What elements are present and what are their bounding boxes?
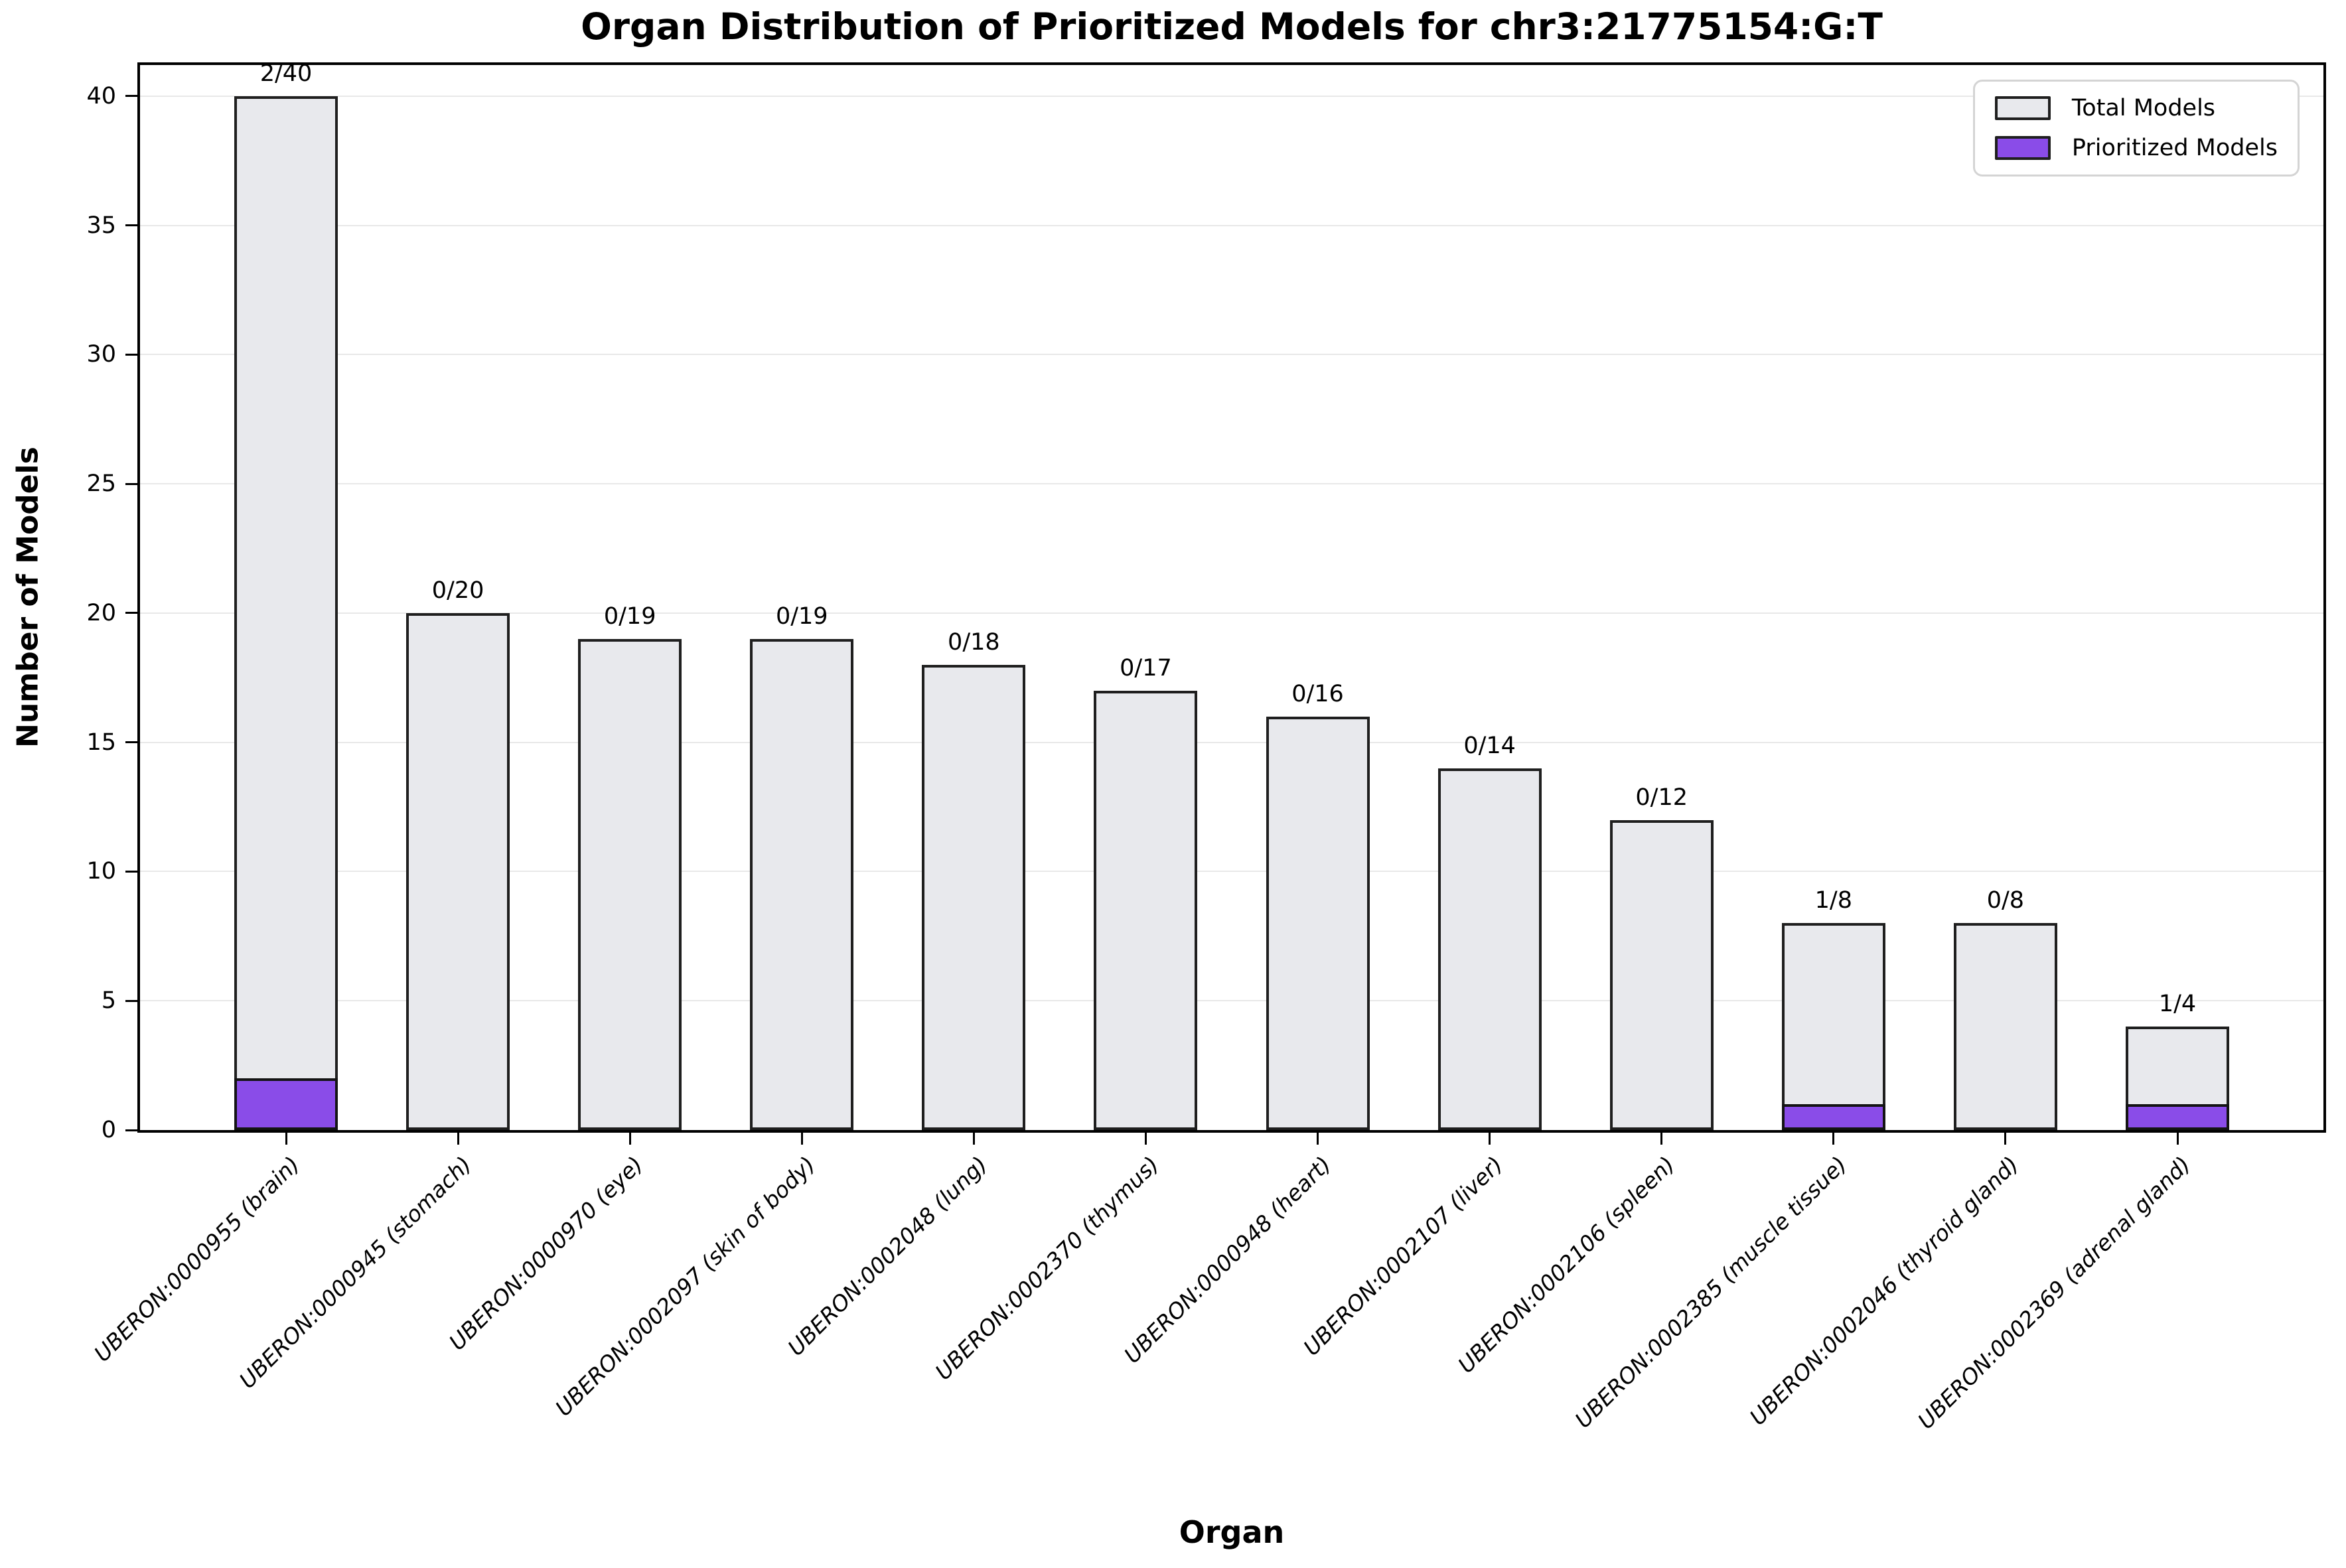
bar-value-label-9: 1/8: [1814, 887, 1852, 914]
bar-value-label-10: 0/8: [1986, 887, 2025, 914]
y-tick-label-30: 30: [86, 341, 116, 368]
y-tick-mark-25: [125, 482, 137, 485]
bar-total-3: [750, 638, 854, 1130]
bar-value-label-5: 0/17: [1120, 654, 1172, 681]
x-tick-mark-9: [1832, 1133, 1835, 1145]
grid-line-30: [140, 354, 2323, 356]
bar-total-8: [1609, 820, 1714, 1130]
bar-prioritized-11: [2126, 1104, 2229, 1130]
y-tick-mark-15: [125, 741, 137, 744]
bar-total-9: [1781, 923, 1885, 1130]
x-tick-label-0: UBERON:0000955 (brain): [88, 1151, 305, 1367]
bar-value-label-11: 1/4: [2158, 991, 2197, 1018]
plot-area: Total Models Prioritized Models 2/40 0/20…: [137, 60, 2326, 1133]
grid-line-40: [140, 95, 2323, 97]
x-tick-label-2: UBERON:0000970 (eye): [444, 1151, 648, 1356]
x-tick-mark-1: [457, 1133, 459, 1145]
bar-total-7: [1437, 768, 1542, 1130]
y-tick-label-35: 35: [86, 212, 116, 239]
bar-total-4: [922, 664, 1026, 1130]
x-tick-mark-7: [1489, 1133, 1491, 1145]
x-tick-mark-3: [800, 1133, 803, 1145]
x-tick-mark-6: [1317, 1133, 1319, 1145]
bar-value-label-2: 0/19: [603, 603, 656, 630]
y-axis-label: Number of Models: [11, 447, 45, 748]
x-tick-label-7: UBERON:0002107 (liver): [1298, 1151, 1508, 1361]
grid-line-5: [140, 1000, 2323, 1002]
bar-prioritized-9: [1781, 1104, 1885, 1130]
bar-value-label-3: 0/19: [775, 603, 828, 630]
y-tick-mark-30: [125, 353, 137, 356]
grid-line-35: [140, 224, 2323, 226]
bar-value-label-7: 0/14: [1463, 732, 1516, 759]
bar-total-0: [234, 96, 338, 1130]
x-tick-mark-8: [1660, 1133, 1663, 1145]
legend-label-prioritized: Prioritized Models: [2071, 135, 2278, 161]
x-tick-label-4: UBERON:0002048 (lung): [782, 1151, 992, 1361]
y-tick-label-15: 15: [86, 729, 116, 756]
bar-total-1: [406, 612, 510, 1130]
x-tick-mark-0: [285, 1133, 287, 1145]
grid-line-20: [140, 612, 2323, 614]
y-tick-mark-20: [125, 612, 137, 614]
x-tick-mark-11: [2176, 1133, 2179, 1145]
legend: Total Models Prioritized Models: [1972, 80, 2300, 177]
y-tick-mark-0: [125, 1129, 137, 1131]
bar-total-10: [1953, 923, 2057, 1130]
bar-value-label-1: 0/20: [431, 577, 484, 604]
prioritized-models-swatch: [1994, 136, 2051, 160]
y-tick-label-0: 0: [101, 1117, 116, 1143]
bar-total-6: [1266, 716, 1370, 1130]
y-tick-mark-10: [125, 870, 137, 873]
y-tick-label-5: 5: [101, 987, 116, 1015]
x-tick-label-6: UBERON:0000948 (heart): [1119, 1151, 1337, 1369]
y-tick-mark-35: [125, 224, 137, 227]
y-tick-mark-40: [125, 95, 137, 98]
x-tick-label-9: UBERON:0002385 (muscle tissue): [1570, 1151, 1852, 1433]
bar-value-label-6: 0/16: [1291, 680, 1344, 707]
x-tick-mark-4: [972, 1133, 975, 1145]
total-models-swatch: [1994, 96, 2051, 120]
x-tick-mark-10: [2004, 1133, 2007, 1145]
x-axis-label: Organ: [1179, 1514, 1285, 1550]
grid-line-15: [140, 741, 2323, 743]
legend-item-total: Total Models: [1994, 95, 2278, 121]
x-tick-mark-2: [628, 1133, 631, 1145]
x-tick-label-11: UBERON:0002369 (adrenal gland): [1913, 1151, 2196, 1435]
chart-title: Organ Distribution of Prioritized Models…: [581, 5, 1883, 48]
x-tick-mark-5: [1144, 1133, 1147, 1145]
bar-total-5: [1094, 690, 1198, 1130]
y-tick-mark-5: [125, 999, 137, 1002]
bar-value-label-0: 2/40: [259, 60, 313, 87]
bar-prioritized-0: [234, 1078, 338, 1130]
bar-value-label-4: 0/18: [948, 628, 1000, 656]
y-tick-label-25: 25: [86, 470, 116, 498]
bar-total-2: [578, 638, 682, 1130]
bar-value-label-8: 0/12: [1635, 784, 1688, 811]
legend-label-total: Total Models: [2071, 95, 2216, 121]
x-tick-label-10: UBERON:0002046 (thyroid gland): [1745, 1151, 2024, 1431]
legend-item-prioritized: Prioritized Models: [1994, 135, 2278, 161]
y-tick-label-10: 10: [86, 858, 116, 885]
y-tick-label-20: 20: [86, 599, 116, 626]
grid-line-25: [140, 483, 2323, 485]
y-tick-label-40: 40: [86, 82, 116, 109]
grid-line-10: [140, 871, 2323, 873]
